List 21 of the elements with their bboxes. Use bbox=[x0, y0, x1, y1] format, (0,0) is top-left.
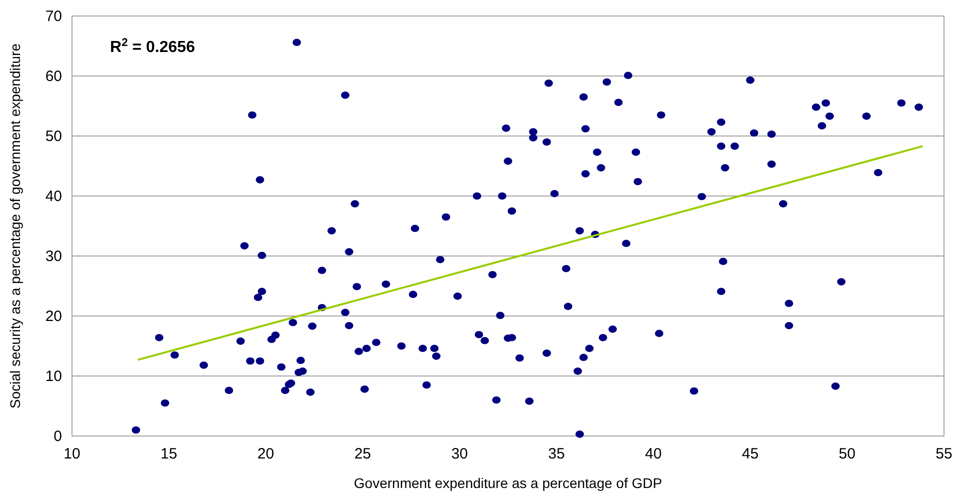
y-tick-label: 0 bbox=[54, 428, 62, 445]
y-tick-label: 10 bbox=[45, 368, 62, 385]
x-tick-label: 15 bbox=[160, 446, 178, 463]
x-tick-label: 30 bbox=[451, 446, 468, 463]
x-tick-label: 20 bbox=[257, 446, 274, 463]
x-tick-label: 45 bbox=[742, 446, 759, 463]
y-tick-label: 20 bbox=[45, 308, 62, 325]
x-tick-label: 10 bbox=[64, 446, 80, 463]
y-tick-label: 60 bbox=[45, 68, 62, 85]
x-axis-title: Government expenditure as a percentage of GDP bbox=[354, 475, 662, 491]
y-tick-label: 50 bbox=[45, 128, 62, 145]
y-tick-label: 30 bbox=[45, 248, 62, 265]
x-tick-label: 50 bbox=[838, 446, 856, 463]
y-tick-label: 70 bbox=[45, 8, 62, 25]
y-tick-label: 40 bbox=[45, 188, 62, 205]
y-axis-title: Social security as a percentage of government expenditure bbox=[7, 43, 23, 408]
x-tick-label: 40 bbox=[644, 446, 662, 463]
annotation: R$^{2}$ = 0.2656 bbox=[110, 37, 196, 56]
x-tick-label: 25 bbox=[354, 446, 372, 463]
x-tick-label: 55 bbox=[936, 446, 952, 463]
x-tick-label: 35 bbox=[548, 446, 565, 463]
